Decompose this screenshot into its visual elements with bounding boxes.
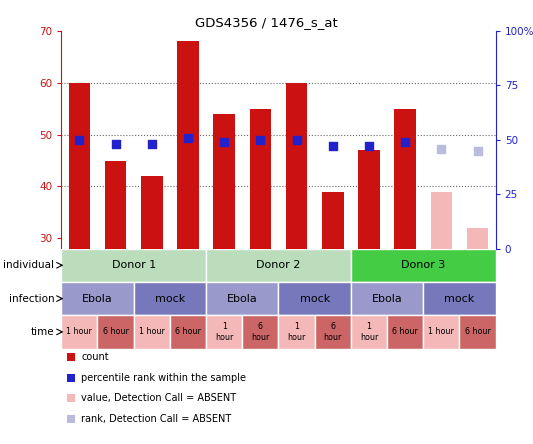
Point	[256, 136, 265, 143]
Bar	[394, 109, 416, 249]
Bar	[177, 41, 199, 249]
Point	[292, 136, 301, 143]
Bar	[249, 109, 271, 249]
Bar	[61, 282, 134, 315]
Text: time: time	[31, 327, 54, 337]
Text: 6
hour: 6 hour	[324, 322, 342, 341]
Text: 1
hour: 1 hour	[360, 322, 378, 341]
Point	[111, 141, 120, 148]
Bar	[423, 282, 496, 315]
Bar	[61, 315, 98, 349]
Text: 6
hour: 6 hour	[251, 322, 270, 341]
Bar	[61, 249, 206, 282]
Point	[75, 136, 84, 143]
Bar	[467, 228, 488, 249]
Point	[220, 139, 229, 146]
Point	[148, 141, 156, 148]
Text: 6 hour: 6 hour	[175, 327, 201, 337]
Point	[473, 147, 482, 155]
Bar	[431, 192, 452, 249]
Text: Ebola: Ebola	[82, 293, 113, 304]
Bar	[358, 150, 380, 249]
Text: percentile rank within the sample: percentile rank within the sample	[81, 373, 246, 383]
Bar	[213, 114, 235, 249]
Bar	[104, 161, 126, 249]
Text: value, Detection Call = ABSENT: value, Detection Call = ABSENT	[81, 393, 236, 403]
Point	[328, 143, 337, 150]
Bar	[286, 83, 308, 249]
Bar	[206, 249, 351, 282]
Text: mock: mock	[155, 293, 185, 304]
Point	[365, 143, 373, 150]
Bar	[206, 282, 278, 315]
Bar	[314, 315, 351, 349]
Text: 6 hour: 6 hour	[465, 327, 490, 337]
Text: mock: mock	[445, 293, 474, 304]
Bar	[351, 282, 423, 315]
Bar	[170, 315, 206, 349]
Bar	[459, 315, 496, 349]
Text: individual: individual	[3, 260, 54, 270]
Text: 6 hour: 6 hour	[103, 327, 128, 337]
Bar	[134, 282, 206, 315]
Text: GDS4356 / 1476_s_at: GDS4356 / 1476_s_at	[195, 16, 338, 28]
Bar	[278, 315, 314, 349]
Text: 1 hour: 1 hour	[67, 327, 92, 337]
Bar	[322, 192, 344, 249]
Text: 1 hour: 1 hour	[139, 327, 165, 337]
Bar	[69, 83, 90, 249]
Bar	[206, 315, 243, 349]
Text: 1
hour: 1 hour	[287, 322, 306, 341]
Text: 1
hour: 1 hour	[215, 322, 233, 341]
Text: rank, Detection Call = ABSENT: rank, Detection Call = ABSENT	[81, 413, 231, 424]
Bar	[141, 176, 163, 249]
Text: infection: infection	[9, 293, 54, 304]
Text: mock: mock	[300, 293, 330, 304]
Bar	[134, 315, 170, 349]
Bar	[98, 315, 134, 349]
Point	[401, 139, 409, 146]
Point	[184, 134, 192, 141]
Text: count: count	[81, 352, 109, 362]
Bar	[423, 315, 459, 349]
Text: 1 hour: 1 hour	[429, 327, 454, 337]
Text: Donor 1: Donor 1	[111, 260, 156, 270]
Text: Donor 2: Donor 2	[256, 260, 301, 270]
Text: Ebola: Ebola	[372, 293, 402, 304]
Bar	[243, 315, 278, 349]
Bar	[351, 249, 496, 282]
Bar	[387, 315, 423, 349]
Point	[437, 145, 446, 152]
Text: 6 hour: 6 hour	[392, 327, 418, 337]
Bar	[278, 282, 351, 315]
Bar	[351, 315, 387, 349]
Text: Donor 3: Donor 3	[401, 260, 446, 270]
Text: Ebola: Ebola	[227, 293, 257, 304]
